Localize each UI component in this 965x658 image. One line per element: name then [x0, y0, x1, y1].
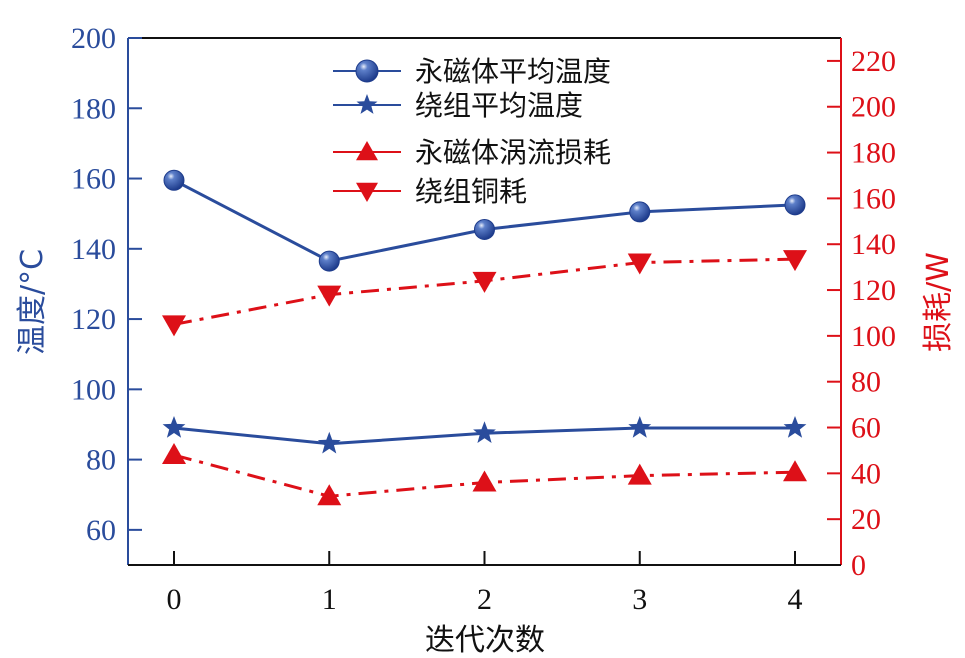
star-marker-icon — [356, 94, 378, 114]
legend-label: 永磁体平均温度 — [415, 55, 611, 88]
right-tick-label: 80 — [851, 366, 881, 399]
left-axis-title: 温度/°C — [15, 249, 50, 355]
right-tick-label: 0 — [851, 549, 866, 582]
left-tick-label: 180 — [71, 92, 116, 125]
triangle-down-marker-icon — [162, 315, 186, 337]
right-tick-label: 20 — [851, 503, 881, 536]
right-tick-label: 60 — [851, 412, 881, 445]
left-tick-label: 80 — [86, 444, 116, 477]
star-marker-icon — [473, 421, 496, 443]
legend-label: 绕组平均温度 — [415, 89, 583, 122]
circle-marker-icon — [163, 169, 185, 191]
triangle-down-marker-icon — [783, 250, 807, 272]
circle-marker-icon — [318, 250, 340, 272]
legend-item: 绕组平均温度 — [333, 89, 583, 122]
circle-marker-icon — [355, 59, 379, 83]
triangle-down-marker-icon — [317, 285, 342, 307]
x-tick-label: 0 — [167, 583, 182, 616]
star-marker-icon — [317, 431, 341, 454]
triangle-up-marker-icon — [162, 443, 186, 465]
left-tick-label: 120 — [71, 303, 116, 336]
right-tick-label: 40 — [851, 457, 881, 490]
left-y-axis: 60 80 100 120 140 160 180 200 — [71, 22, 142, 565]
right-tick-label: 200 — [851, 91, 896, 124]
x-tick-label: 1 — [322, 583, 337, 616]
x-tick-label: 4 — [788, 583, 803, 616]
triangle-down-marker-icon — [356, 182, 378, 202]
triangle-up-marker-icon — [317, 484, 342, 506]
left-tick-label: 200 — [71, 22, 116, 55]
x-tick-label: 2 — [477, 583, 492, 616]
left-tick-label: 140 — [71, 233, 116, 266]
triangle-up-marker-icon — [356, 141, 378, 161]
x-tick-label: 3 — [632, 583, 647, 616]
right-tick-label: 180 — [851, 137, 896, 170]
right-y-axis: 0 20 40 60 80 100 120 140 160 180 200 220 — [827, 38, 896, 582]
triangle-down-marker-icon — [472, 271, 497, 293]
circle-marker-icon — [474, 218, 495, 240]
series-group — [162, 169, 807, 506]
right-tick-label: 140 — [851, 228, 896, 261]
legend-item: 绕组铜耗 — [333, 175, 527, 208]
x-axis-title: 迭代次数 — [425, 623, 545, 658]
right-axis-title: 损耗/W — [921, 252, 956, 352]
circle-marker-icon — [784, 194, 806, 216]
series-line — [162, 416, 807, 454]
legend-item: 永磁体涡流损耗 — [333, 136, 611, 169]
star-marker-icon — [162, 416, 186, 438]
right-tick-label: 220 — [851, 45, 896, 78]
star-marker-icon — [783, 416, 807, 438]
legend-item: 永磁体平均温度 — [333, 55, 611, 88]
triangle-up-marker-icon — [627, 463, 652, 485]
triangle-up-marker-icon — [472, 470, 497, 492]
circle-marker-icon — [629, 201, 651, 223]
legend-label: 永磁体涡流损耗 — [415, 136, 611, 169]
right-tick-label: 120 — [851, 274, 896, 307]
series-line — [162, 250, 807, 337]
star-marker-icon — [628, 416, 652, 438]
triangle-down-marker-icon — [627, 253, 652, 275]
triangle-up-marker-icon — [783, 460, 807, 482]
left-tick-label: 100 — [71, 373, 116, 406]
right-tick-label: 100 — [851, 320, 896, 353]
series-line — [162, 443, 807, 506]
series-line — [163, 169, 806, 272]
left-tick-label: 60 — [86, 514, 116, 547]
left-tick-label: 160 — [71, 163, 116, 196]
x-axis: 0 1 2 3 4 — [128, 551, 841, 616]
right-tick-label: 160 — [851, 182, 896, 215]
legend-label: 绕组铜耗 — [415, 175, 527, 208]
